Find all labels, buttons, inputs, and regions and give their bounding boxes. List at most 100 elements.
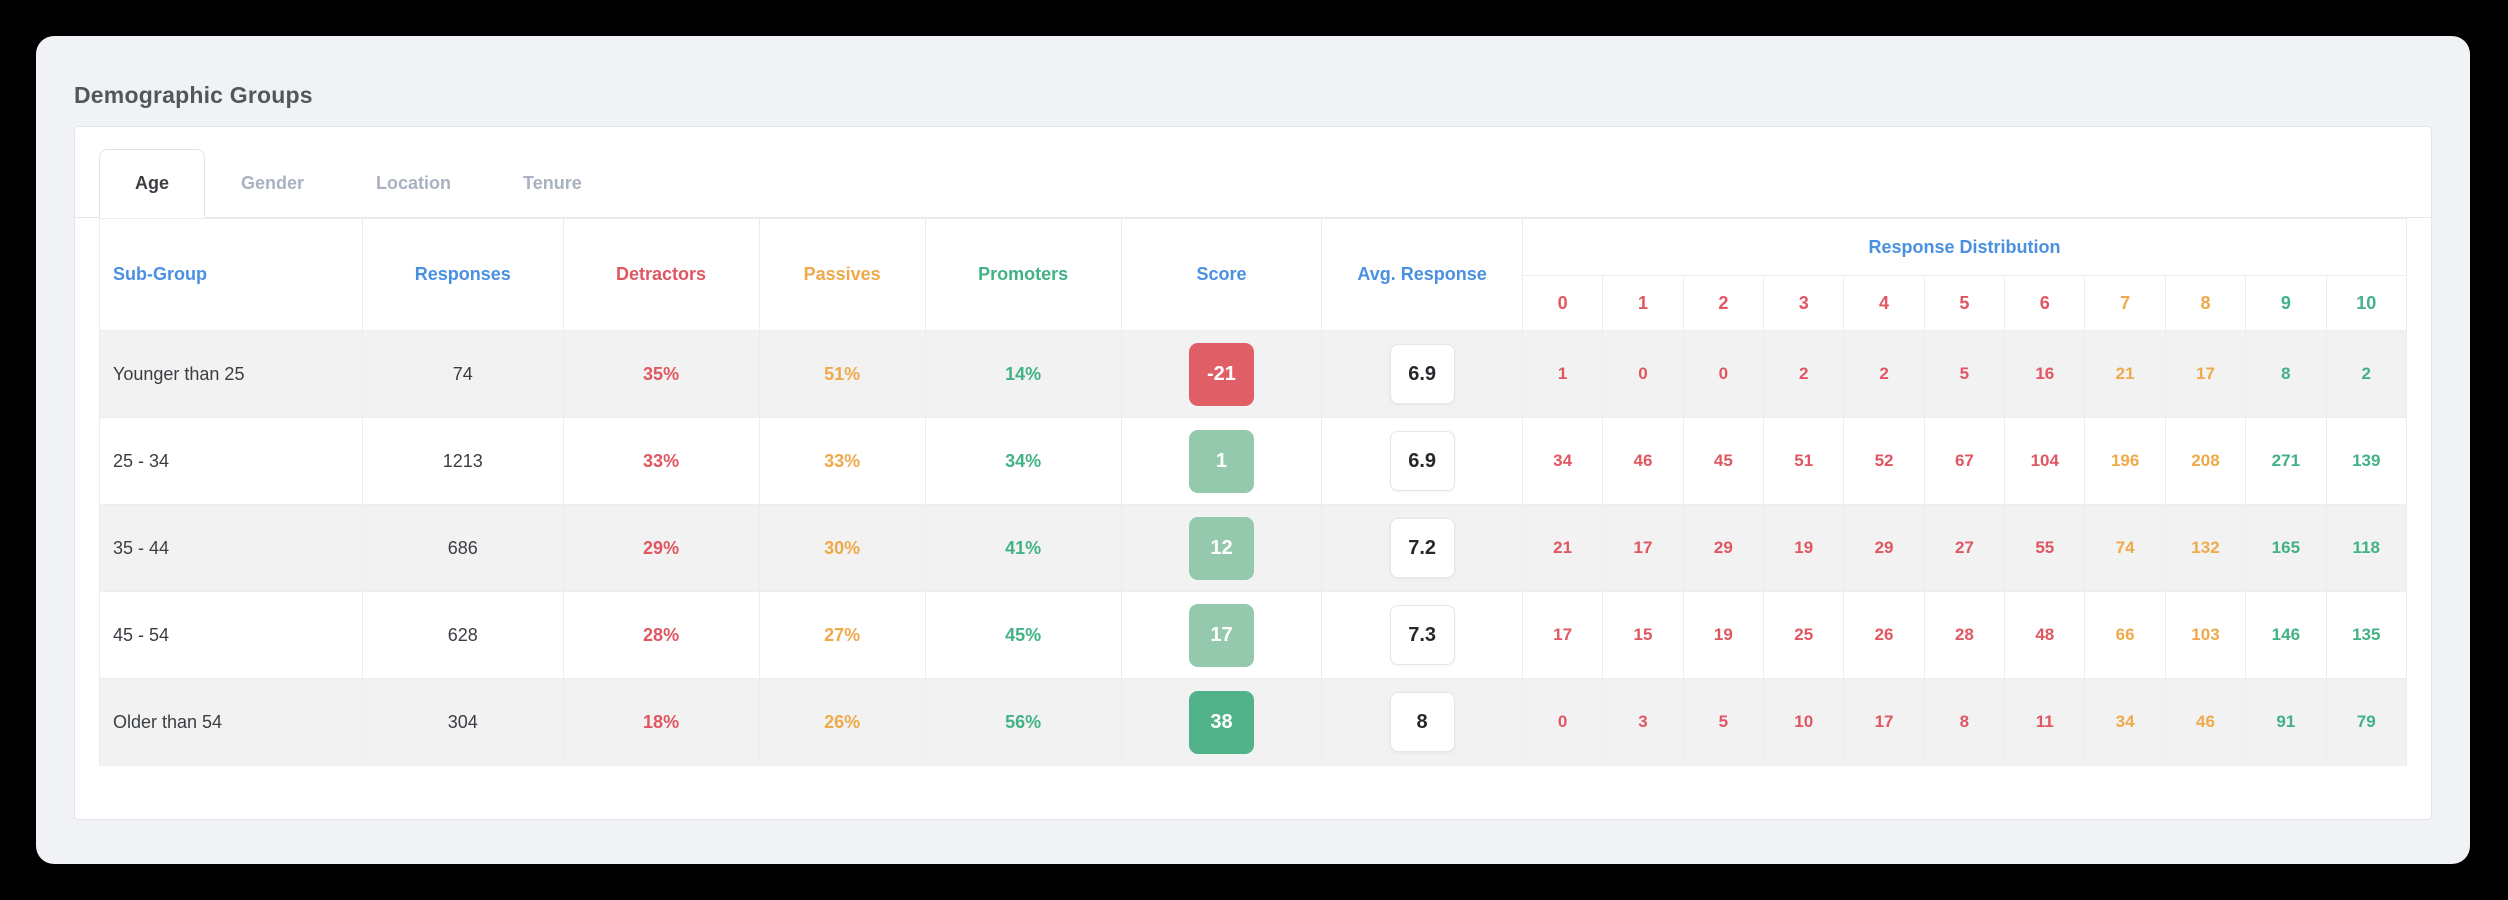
- cell-sub-group: 45 - 54: [99, 591, 363, 679]
- score-badge: 12: [1188, 516, 1254, 580]
- table-row: 45 - 54 628 28% 27% 45% 17 7.3 17 15 19 25 26 28 48 66…: [99, 591, 2408, 679]
- cell-distribution-4: 52: [1843, 417, 1925, 505]
- cell-score: 12: [1120, 504, 1323, 592]
- demographics-table-wrap: Sub-Group Responses Detractors Passives …: [99, 218, 2408, 766]
- cell-distribution-1: 46: [1602, 417, 1684, 505]
- column-header-promoters: Promoters: [924, 218, 1122, 331]
- tab-gender[interactable]: Gender: [241, 173, 305, 193]
- cell-passives: 33%: [758, 417, 926, 505]
- cell-promoters: 14%: [924, 330, 1122, 418]
- cell-distribution-3: 2: [1763, 330, 1845, 418]
- cell-distribution-4: 26: [1843, 591, 1925, 679]
- cell-sub-group: Younger than 25: [99, 330, 363, 418]
- tab-bar: Age Gender Location Tenure: [75, 127, 2431, 218]
- cell-detractors: 35%: [562, 330, 760, 418]
- bucket-header-row: 0 1 2 3 4 5 6 7 8 9 10: [100, 275, 2408, 331]
- cell-detractors: 28%: [562, 591, 760, 679]
- cell-distribution-6: 55: [2004, 504, 2086, 592]
- cell-distribution-6: 48: [2004, 591, 2086, 679]
- cell-responses: 74: [361, 330, 564, 418]
- cell-distribution-1: 15: [1602, 591, 1684, 679]
- bucket-header-0: 0: [1521, 275, 1604, 331]
- cell-distribution-7: 74: [2084, 504, 2166, 592]
- cell-distribution-1: 17: [1602, 504, 1684, 592]
- table-row: 25 - 34 1213 33% 33% 34% 1 6.9 34 46 45 51 52 67 104 1…: [99, 417, 2408, 505]
- cell-distribution-2: 0: [1682, 330, 1765, 418]
- cell-promoters: 45%: [924, 591, 1122, 679]
- cell-distribution-8: 17: [2164, 330, 2247, 418]
- avg-response-badge: 7.2: [1389, 518, 1455, 578]
- cell-passives: 30%: [758, 504, 926, 592]
- cell-passives: 26%: [758, 678, 926, 766]
- cell-distribution-0: 1: [1521, 330, 1604, 418]
- cell-sub-group: 25 - 34: [99, 417, 363, 505]
- cell-distribution-10: 135: [2325, 591, 2408, 679]
- cell-distribution-6: 16: [2004, 330, 2086, 418]
- cell-distribution-9: 8: [2245, 330, 2327, 418]
- cell-distribution-5: 67: [1923, 417, 2006, 505]
- cell-distribution-8: 132: [2164, 504, 2247, 592]
- cell-passives: 27%: [758, 591, 926, 679]
- cell-distribution-0: 0: [1521, 678, 1604, 766]
- cell-distribution-5: 28: [1923, 591, 2006, 679]
- cell-distribution-9: 146: [2245, 591, 2327, 679]
- cell-promoters: 34%: [924, 417, 1122, 505]
- cell-distribution-5: 27: [1923, 504, 2006, 592]
- cell-distribution-8: 103: [2164, 591, 2247, 679]
- score-badge: 38: [1188, 690, 1254, 754]
- cell-sub-group: Older than 54: [99, 678, 363, 766]
- cell-score: 17: [1120, 591, 1323, 679]
- table-body: Younger than 25 74 35% 51% 14% -21 6.9 1 0 0 2 2 5 16…: [99, 330, 2408, 766]
- bucket-header-5: 5: [1923, 275, 2006, 331]
- tab-age[interactable]: Age: [99, 149, 206, 218]
- cell-score: -21: [1120, 330, 1323, 418]
- cell-distribution-10: 2: [2325, 330, 2408, 418]
- cell-distribution-7: 21: [2084, 330, 2166, 418]
- cell-detractors: 29%: [562, 504, 760, 592]
- cell-avg-response: 8: [1321, 678, 1523, 766]
- bucket-header-2: 2: [1682, 275, 1765, 331]
- cell-distribution-8: 208: [2164, 417, 2247, 505]
- cell-distribution-7: 34: [2084, 678, 2166, 766]
- cell-distribution-7: 196: [2084, 417, 2166, 505]
- cell-avg-response: 6.9: [1321, 417, 1523, 505]
- cell-distribution-10: 79: [2325, 678, 2408, 766]
- cell-promoters: 56%: [924, 678, 1122, 766]
- bucket-header-1: 1: [1602, 275, 1684, 331]
- demographic-groups-card: Age Gender Location Tenure: [74, 126, 2432, 820]
- page-title: Demographic Groups: [74, 82, 313, 108]
- cell-score: 1: [1120, 417, 1323, 505]
- score-badge: -21: [1188, 342, 1254, 406]
- cell-detractors: 18%: [562, 678, 760, 766]
- score-badge: 17: [1188, 603, 1254, 667]
- cell-distribution-6: 104: [2004, 417, 2086, 505]
- cell-distribution-2: 45: [1682, 417, 1765, 505]
- cell-distribution-4: 17: [1843, 678, 1925, 766]
- tab-tenure[interactable]: Tenure: [523, 173, 582, 193]
- cell-distribution-2: 19: [1682, 591, 1765, 679]
- cell-responses: 1213: [361, 417, 564, 505]
- cell-responses: 686: [361, 504, 564, 592]
- score-badge: 1: [1188, 429, 1254, 493]
- cell-distribution-2: 5: [1682, 678, 1765, 766]
- cell-distribution-3: 51: [1763, 417, 1845, 505]
- cell-distribution-0: 34: [1521, 417, 1604, 505]
- cell-distribution-9: 271: [2245, 417, 2327, 505]
- bucket-header-9: 9: [2245, 275, 2327, 331]
- column-header-score: Score: [1120, 218, 1323, 331]
- demographics-table: Sub-Group Responses Detractors Passives …: [99, 218, 2408, 766]
- cell-distribution-6: 11: [2004, 678, 2086, 766]
- table-row: Older than 54 304 18% 26% 56% 38 8 0 3 5 10 17 8 11 34…: [99, 678, 2408, 766]
- cell-distribution-4: 29: [1843, 504, 1925, 592]
- avg-response-badge: 6.9: [1389, 344, 1455, 404]
- avg-response-badge: 7.3: [1389, 605, 1455, 665]
- cell-responses: 304: [361, 678, 564, 766]
- cell-distribution-3: 10: [1763, 678, 1845, 766]
- tab-location[interactable]: Location: [376, 173, 452, 193]
- cell-distribution-3: 19: [1763, 504, 1845, 592]
- column-header-response-distribution: Response Distribution: [1521, 218, 2408, 276]
- table-row: Younger than 25 74 35% 51% 14% -21 6.9 1 0 0 2 2 5 16…: [99, 330, 2408, 418]
- column-header-sub-group: Sub-Group: [99, 218, 363, 331]
- bucket-header-8: 8: [2164, 275, 2247, 331]
